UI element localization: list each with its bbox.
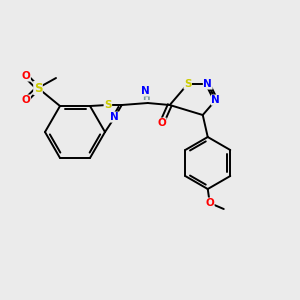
Text: S: S <box>104 100 112 110</box>
Text: N: N <box>110 112 119 122</box>
Text: O: O <box>22 95 30 105</box>
Text: O: O <box>206 198 214 208</box>
Text: O: O <box>158 118 166 128</box>
Text: N: N <box>212 95 220 105</box>
Text: O: O <box>22 71 30 81</box>
Text: H: H <box>142 92 150 101</box>
Text: S: S <box>34 82 42 94</box>
Text: N: N <box>141 86 150 96</box>
Text: N: N <box>203 79 212 89</box>
Text: S: S <box>184 79 191 89</box>
